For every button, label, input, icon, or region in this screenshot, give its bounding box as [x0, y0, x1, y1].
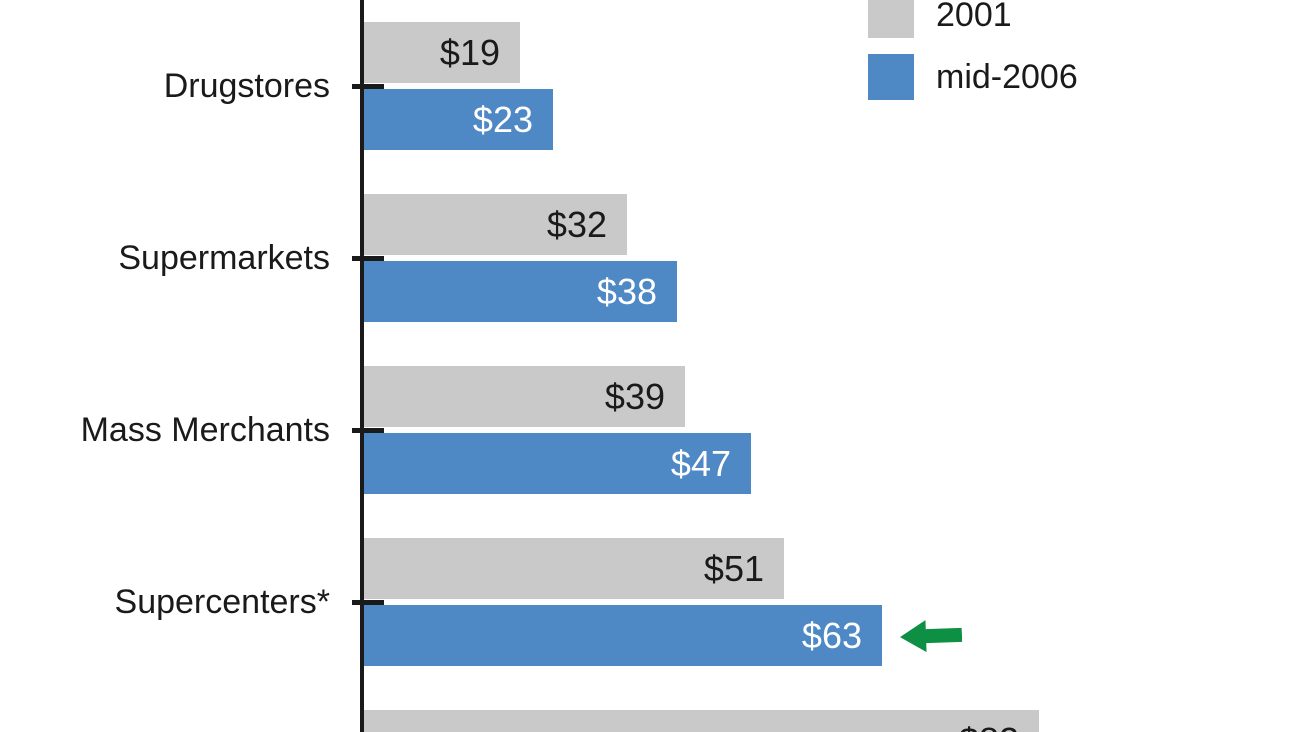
bar-mid-2006-mass-merchants: $47	[364, 433, 751, 494]
bar-2001-row5: $82	[364, 710, 1039, 732]
bar-mid-2006-supercenters-: $63	[364, 605, 882, 666]
legend-swatch-mid-2006	[868, 54, 914, 100]
bar-mid-2006-drugstores: $23	[364, 89, 553, 150]
category-axis-line	[360, 0, 364, 732]
bar-value-label: $39	[604, 376, 665, 417]
bar-value-label: $82	[959, 720, 1019, 732]
bar-value-label: $23	[472, 99, 533, 140]
bar-value-label: $63	[801, 615, 862, 656]
green-left-arrow-icon	[900, 620, 963, 653]
bar-2001-supercenters-: $51	[364, 538, 784, 599]
category-label: Drugstores	[163, 67, 330, 105]
axis-tick	[352, 428, 384, 433]
legend-row-mid-2006: mid-2006	[868, 54, 1078, 100]
bar-value-label: $38	[596, 271, 657, 312]
bar-2001-drugstores: $19	[364, 22, 520, 83]
bar-value-label: $51	[703, 548, 764, 589]
bar-mid-2006-supermarkets: $38	[364, 261, 677, 322]
legend-swatch-2001	[868, 0, 914, 38]
bar-value-label: $32	[546, 204, 607, 245]
axis-tick	[352, 84, 384, 89]
legend: 2001 mid-2006	[868, 0, 1078, 116]
category-label: Supercenters*	[114, 583, 330, 621]
bar-value-label: $19	[439, 32, 500, 73]
category-label: Mass Merchants	[80, 411, 330, 449]
axis-tick	[352, 600, 384, 605]
bar-2001-mass-merchants: $39	[364, 366, 685, 427]
bar-value-label: $47	[670, 443, 731, 484]
legend-label-mid-2006: mid-2006	[936, 58, 1078, 96]
legend-row-2001: 2001	[868, 0, 1078, 38]
legend-label-2001: 2001	[936, 0, 1012, 34]
category-label: Supermarkets	[118, 239, 330, 277]
axis-tick	[352, 256, 384, 261]
bar-2001-supermarkets: $32	[364, 194, 627, 255]
